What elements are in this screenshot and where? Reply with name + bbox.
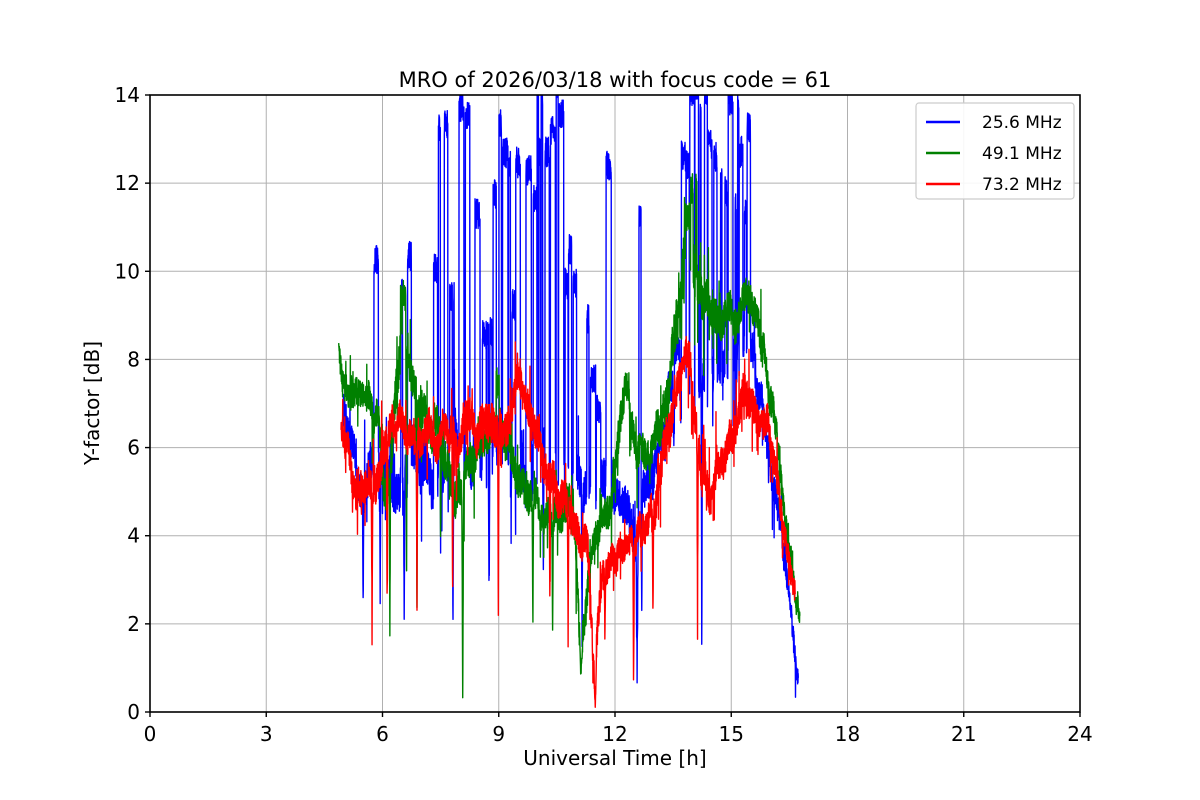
y-tick-label: 14 <box>115 83 140 107</box>
y-tick-label: 2 <box>127 612 140 636</box>
series-layer <box>338 95 801 708</box>
y-tick-label: 0 <box>127 700 140 724</box>
y-tick-label: 6 <box>127 436 140 460</box>
x-tick-label: 9 <box>492 722 505 746</box>
x-tick-label: 3 <box>260 722 273 746</box>
x-tick-label: 0 <box>144 722 157 746</box>
x-tick-label: 6 <box>376 722 389 746</box>
legend-box <box>915 102 1075 200</box>
x-tick-label: 24 <box>1067 722 1092 746</box>
series-line-25-6-mhz <box>342 95 799 698</box>
x-axis-label: Universal Time [h] <box>523 746 706 770</box>
legend-label-3: 73.2 MHz <box>982 175 1062 195</box>
y-tick-label: 8 <box>127 347 140 371</box>
legend: 25.6 MHz 49.1 MHz 73.2 MHz <box>915 102 1075 200</box>
series-line-73-2-mhz <box>340 335 796 708</box>
x-tick-label: 18 <box>835 722 860 746</box>
y-tick-label: 4 <box>127 524 140 548</box>
legend-label-2: 49.1 MHz <box>982 144 1062 164</box>
x-tick-label: 12 <box>602 722 627 746</box>
y-tick-label: 10 <box>115 259 140 283</box>
y-tick-label: 12 <box>115 171 140 195</box>
chart-title: MRO of 2026/03/18 with focus code = 61 <box>399 68 832 92</box>
y-axis-label: Y-factor [dB] <box>80 341 104 466</box>
legend-label-1: 25.6 MHz <box>982 113 1062 133</box>
x-tick-label: 21 <box>951 722 976 746</box>
x-tick-label: 15 <box>719 722 744 746</box>
